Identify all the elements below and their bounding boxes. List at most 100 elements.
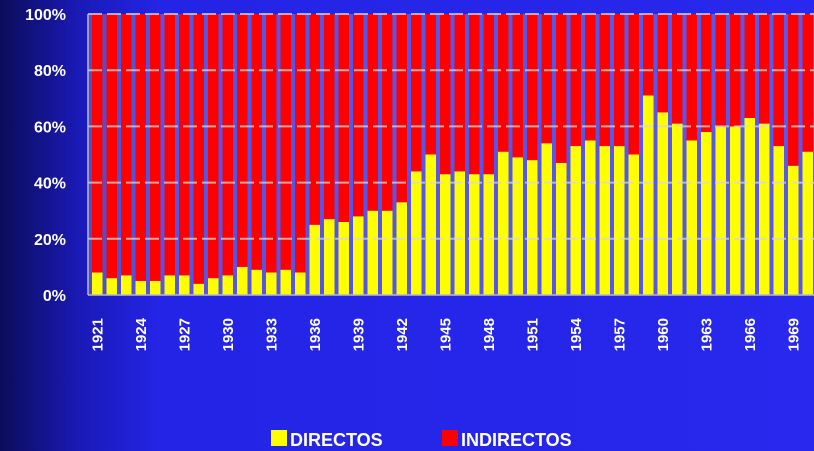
x-tick-label: 1939: [350, 318, 367, 351]
bar-indirectos-1961: [672, 14, 683, 124]
bar-indirectos-1955: [585, 14, 596, 141]
bar-directos-1956: [599, 146, 610, 295]
bar-indirectos-1927: [179, 14, 190, 276]
x-tick-label: 1963: [698, 318, 715, 351]
bar-directos-1943: [411, 171, 422, 295]
bar-indirectos-1925: [150, 14, 161, 281]
bar-indirectos-1945: [440, 14, 451, 175]
bar-directos-1928: [193, 283, 204, 295]
bar-directos-1968: [773, 146, 784, 295]
bar-directos-1942: [396, 202, 407, 295]
legend-swatch-directos: [271, 430, 287, 446]
bar-directos-1930: [222, 275, 233, 295]
bar-indirectos-1967: [759, 14, 770, 124]
bar-indirectos-1938: [338, 14, 349, 222]
x-tick-label: 1942: [394, 318, 411, 351]
bar-indirectos-1966: [744, 14, 755, 118]
bar-indirectos-1932: [251, 14, 262, 270]
bar-indirectos-1970: [802, 14, 813, 152]
bar-directos-1922: [106, 278, 117, 295]
bar-indirectos-1946: [454, 14, 465, 172]
x-tick-label: 1921: [89, 318, 106, 351]
x-tick-label: 1924: [133, 317, 150, 351]
x-axis: 1921 1924 1927 1930 1933 1936 1939 1942 1945 1948…: [88, 294, 814, 351]
bar-directos-1958: [628, 154, 639, 295]
legend: DIRECTOS INDIRECTOS: [271, 430, 572, 450]
bar-indirectos-1928: [193, 14, 204, 284]
y-tick-label: 0%: [43, 288, 66, 305]
bar-indirectos-1921: [92, 14, 103, 273]
bar-directos-1954: [570, 146, 581, 295]
bar-directos-1936: [309, 224, 320, 295]
bar-directos-1929: [208, 278, 219, 295]
y-tick-label: 40%: [34, 176, 66, 193]
bar-directos-1926: [164, 275, 175, 295]
bar-indirectos-1956: [599, 14, 610, 147]
bar-indirectos-1957: [614, 14, 625, 147]
gridlines-layer: [88, 13, 814, 240]
bar-indirectos-1942: [396, 14, 407, 203]
bar-directos-1953: [556, 162, 567, 295]
legend-label-indirectos: INDIRECTOS: [461, 430, 572, 450]
bar-indirectos-1958: [628, 14, 639, 155]
bar-directos-1931: [237, 266, 248, 295]
bar-indirectos-1923: [121, 14, 132, 276]
bar-indirectos-1930: [222, 14, 233, 276]
bar-indirectos-1933: [266, 14, 277, 273]
x-tick-label: 1927: [176, 318, 193, 351]
bar-directos-1933: [266, 272, 277, 295]
bar-indirectos-1952: [541, 14, 552, 144]
bar-directos-1950: [512, 157, 523, 295]
bar-indirectos-1949: [498, 14, 509, 152]
y-tick-label: 100%: [25, 7, 66, 24]
bar-indirectos-1951: [527, 14, 538, 161]
bar-directos-1965: [730, 126, 741, 296]
bar-directos-1949: [498, 151, 509, 295]
bar-directos-1937: [324, 219, 335, 295]
bar-directos-1948: [483, 174, 494, 295]
bar-indirectos-1931: [237, 14, 248, 267]
x-tick-label: 1933: [263, 318, 280, 351]
bar-directos-1923: [121, 275, 132, 295]
bar-directos-1939: [353, 216, 364, 295]
x-tick-label: 1936: [307, 318, 324, 351]
y-tick-label: 60%: [34, 119, 66, 136]
bar-directos-1925: [150, 280, 161, 295]
bar-indirectos-1922: [106, 14, 117, 279]
y-tick-label: 80%: [34, 63, 66, 80]
x-tick-label: 1954: [568, 317, 585, 351]
bar-indirectos-1969: [788, 14, 799, 166]
x-tick-label: 1951: [524, 318, 541, 351]
bar-directos-1961: [672, 123, 683, 295]
bar-indirectos-1962: [686, 14, 697, 141]
bar-indirectos-1948: [483, 14, 494, 175]
bar-directos-1952: [541, 143, 552, 295]
bar-directos-1966: [744, 117, 755, 295]
bar-indirectos-1963: [701, 14, 712, 133]
legend-swatch-indirectos: [442, 430, 458, 446]
bar-directos-1924: [135, 280, 146, 295]
bar-directos-1944: [425, 154, 436, 295]
x-tick-label: 1966: [742, 318, 759, 351]
bar-indirectos-1944: [425, 14, 436, 155]
bar-directos-1934: [280, 269, 291, 295]
bar-indirectos-1934: [280, 14, 291, 270]
bar-directos-1955: [585, 140, 596, 295]
bar-directos-1935: [295, 272, 306, 295]
bars-layer: [92, 14, 813, 296]
x-tick-label: 1969: [785, 318, 802, 351]
y-tick-label: 20%: [34, 232, 66, 249]
bar-directos-1957: [614, 146, 625, 295]
bar-indirectos-1924: [135, 14, 146, 281]
x-tick-label: 1957: [611, 318, 628, 351]
bar-indirectos-1926: [164, 14, 175, 276]
bar-indirectos-1960: [657, 14, 668, 113]
bar-directos-1927: [179, 275, 190, 295]
bar-indirectos-1940: [367, 14, 378, 211]
bar-directos-1969: [788, 165, 799, 295]
bar-directos-1951: [527, 160, 538, 295]
bar-directos-1967: [759, 123, 770, 295]
bar-indirectos-1935: [295, 14, 306, 273]
